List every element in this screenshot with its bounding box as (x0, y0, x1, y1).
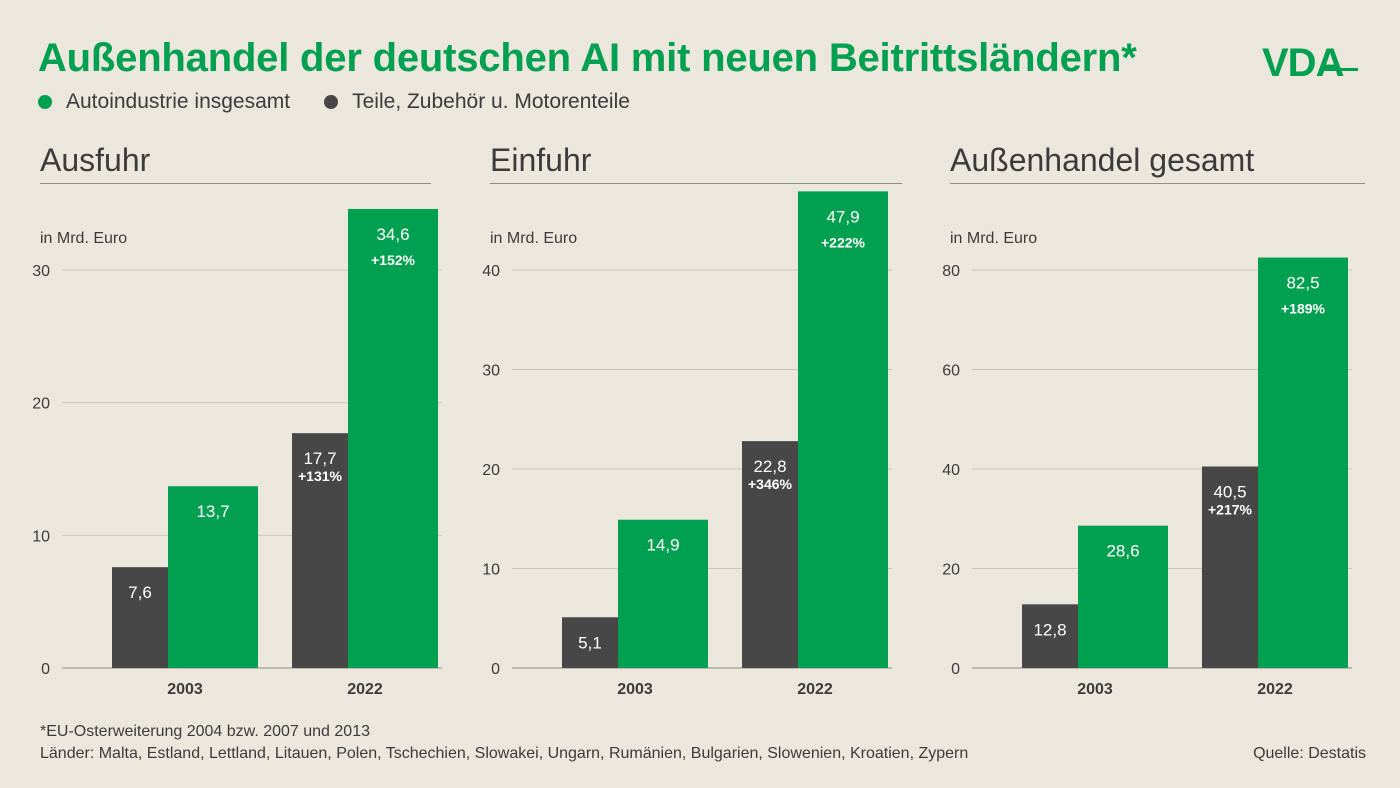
unit-label: in Mrd. Euro (490, 230, 578, 247)
bar-teile (1022, 604, 1078, 668)
footnote-countries: Länder: Malta, Estland, Lettland, Litaue… (40, 745, 969, 762)
value-label-autoindustrie: 82,5 (1286, 274, 1319, 293)
bar-teile (112, 567, 168, 668)
y-tick-label: 0 (41, 661, 50, 678)
legend: Autoindustrie insgesamt Teile, Zubehör u… (38, 88, 664, 116)
bar-teile (742, 441, 798, 668)
value-label-teile: 7,6 (128, 583, 152, 602)
value-label-teile: 22,8 (753, 457, 786, 476)
y-tick-label: 20 (482, 462, 500, 479)
value-label-teile: 12,8 (1033, 620, 1066, 639)
panel-rule (40, 183, 431, 184)
y-tick-label: 30 (32, 263, 50, 280)
bar-autoindustrie (1258, 257, 1348, 668)
bar-autoindustrie (798, 191, 888, 668)
y-tick-label: 80 (942, 263, 960, 280)
y-tick-label: 10 (482, 562, 500, 579)
x-tick-label: 2003 (1077, 681, 1113, 698)
panel-rule (950, 183, 1365, 184)
x-tick-label: 2022 (1257, 681, 1293, 698)
y-tick-label: 40 (482, 263, 500, 280)
bar-autoindustrie (618, 519, 708, 668)
vda-logo-bar (1320, 68, 1358, 71)
bar-autoindustrie (168, 486, 258, 668)
value-label-autoindustrie: 34,6 (376, 225, 409, 244)
x-tick-label: 2003 (617, 681, 653, 698)
vda-logo: VDA (1262, 41, 1358, 84)
change-label-teile: +131% (298, 468, 343, 484)
value-label-autoindustrie: 28,6 (1106, 542, 1139, 561)
y-tick-label: 20 (32, 396, 50, 413)
chart-ausfuhr: 0 10 20 30 13,7 7,6 2003 34,6 +152% 17,7+131% 2022 (32, 208, 442, 698)
y-tick-label: 10 (32, 528, 50, 545)
page-title: Außenhandel der deutschen AI mit neuen B… (38, 36, 1137, 80)
unit-label: in Mrd. Euro (40, 230, 128, 247)
x-tick-label: 2022 (347, 681, 383, 698)
change-label-teile: +217% (1208, 502, 1253, 518)
bar-teile (1202, 466, 1258, 668)
vda-logo-text: VDA (1262, 41, 1344, 84)
change-label-autoindustrie: +189% (1281, 301, 1326, 317)
change-label-autoindustrie: +152% (371, 252, 416, 268)
panel-title-aussenhandel: Außenhandel gesamt (950, 142, 1255, 178)
value-label-autoindustrie: 14,9 (646, 536, 679, 555)
panel-title-ausfuhr: Ausfuhr (40, 142, 151, 178)
panel-aussenhandel: Außenhandel gesamt in Mrd. Euro 0 20 40 60 8… (942, 140, 1370, 710)
value-label-teile: 40,5 (1213, 483, 1246, 502)
panel-einfuhr: Einfuhr in Mrd. Euro 0 10 20 30 40 14,9 5,1 200… (482, 140, 910, 710)
y-tick-label: 20 (942, 562, 960, 579)
value-label-teile: 5,1 (578, 633, 602, 652)
panel-ausfuhr: Ausfuhr in Mrd. Euro 0 10 20 30 13,7 7,6 2003 3… (32, 140, 460, 710)
value-label-teile: 17,7 (303, 449, 336, 468)
legend-dot-grey (324, 95, 339, 109)
legend-item-teile: Teile, Zubehör u. Motorenteile (324, 90, 630, 114)
chart-aussenhandel: 0 20 40 60 80 28,6 12,8 2003 82,5 +189% 40,5+217% 2… (942, 257, 1352, 698)
y-tick-label: 40 (942, 462, 960, 479)
bar-autoindustrie (348, 208, 438, 668)
y-tick-label: 30 (482, 363, 500, 380)
legend-label-teile: Teile, Zubehör u. Motorenteile (352, 90, 630, 113)
x-tick-label: 2022 (797, 681, 833, 698)
panel-title-einfuhr: Einfuhr (490, 142, 592, 178)
y-tick-label: 0 (491, 661, 500, 678)
y-tick-label: 60 (942, 363, 960, 380)
change-label-teile: +346% (748, 476, 793, 492)
panel-rule (490, 183, 902, 184)
value-label-autoindustrie: 13,7 (196, 502, 229, 521)
y-tick-label: 0 (951, 661, 960, 678)
change-label-autoindustrie: +222% (821, 234, 866, 250)
footnote-eu: *EU-Osterweiterung 2004 bzw. 2007 und 20… (40, 723, 370, 740)
legend-label-autoindustrie: Autoindustrie insgesamt (66, 90, 291, 113)
bar-autoindustrie (1078, 525, 1168, 668)
bar-teile (292, 433, 348, 668)
source-label: Quelle: Destatis (1253, 745, 1366, 762)
chart-einfuhr: 0 10 20 30 40 14,9 5,1 2003 47,9 +222% 22,8+346% 20… (482, 191, 892, 698)
legend-dot-green (38, 95, 52, 109)
unit-label: in Mrd. Euro (950, 230, 1038, 247)
x-tick-label: 2003 (167, 681, 203, 698)
legend-item-autoindustrie: Autoindustrie insgesamt (38, 90, 290, 114)
value-label-autoindustrie: 47,9 (826, 207, 859, 226)
bar-teile (562, 617, 618, 668)
